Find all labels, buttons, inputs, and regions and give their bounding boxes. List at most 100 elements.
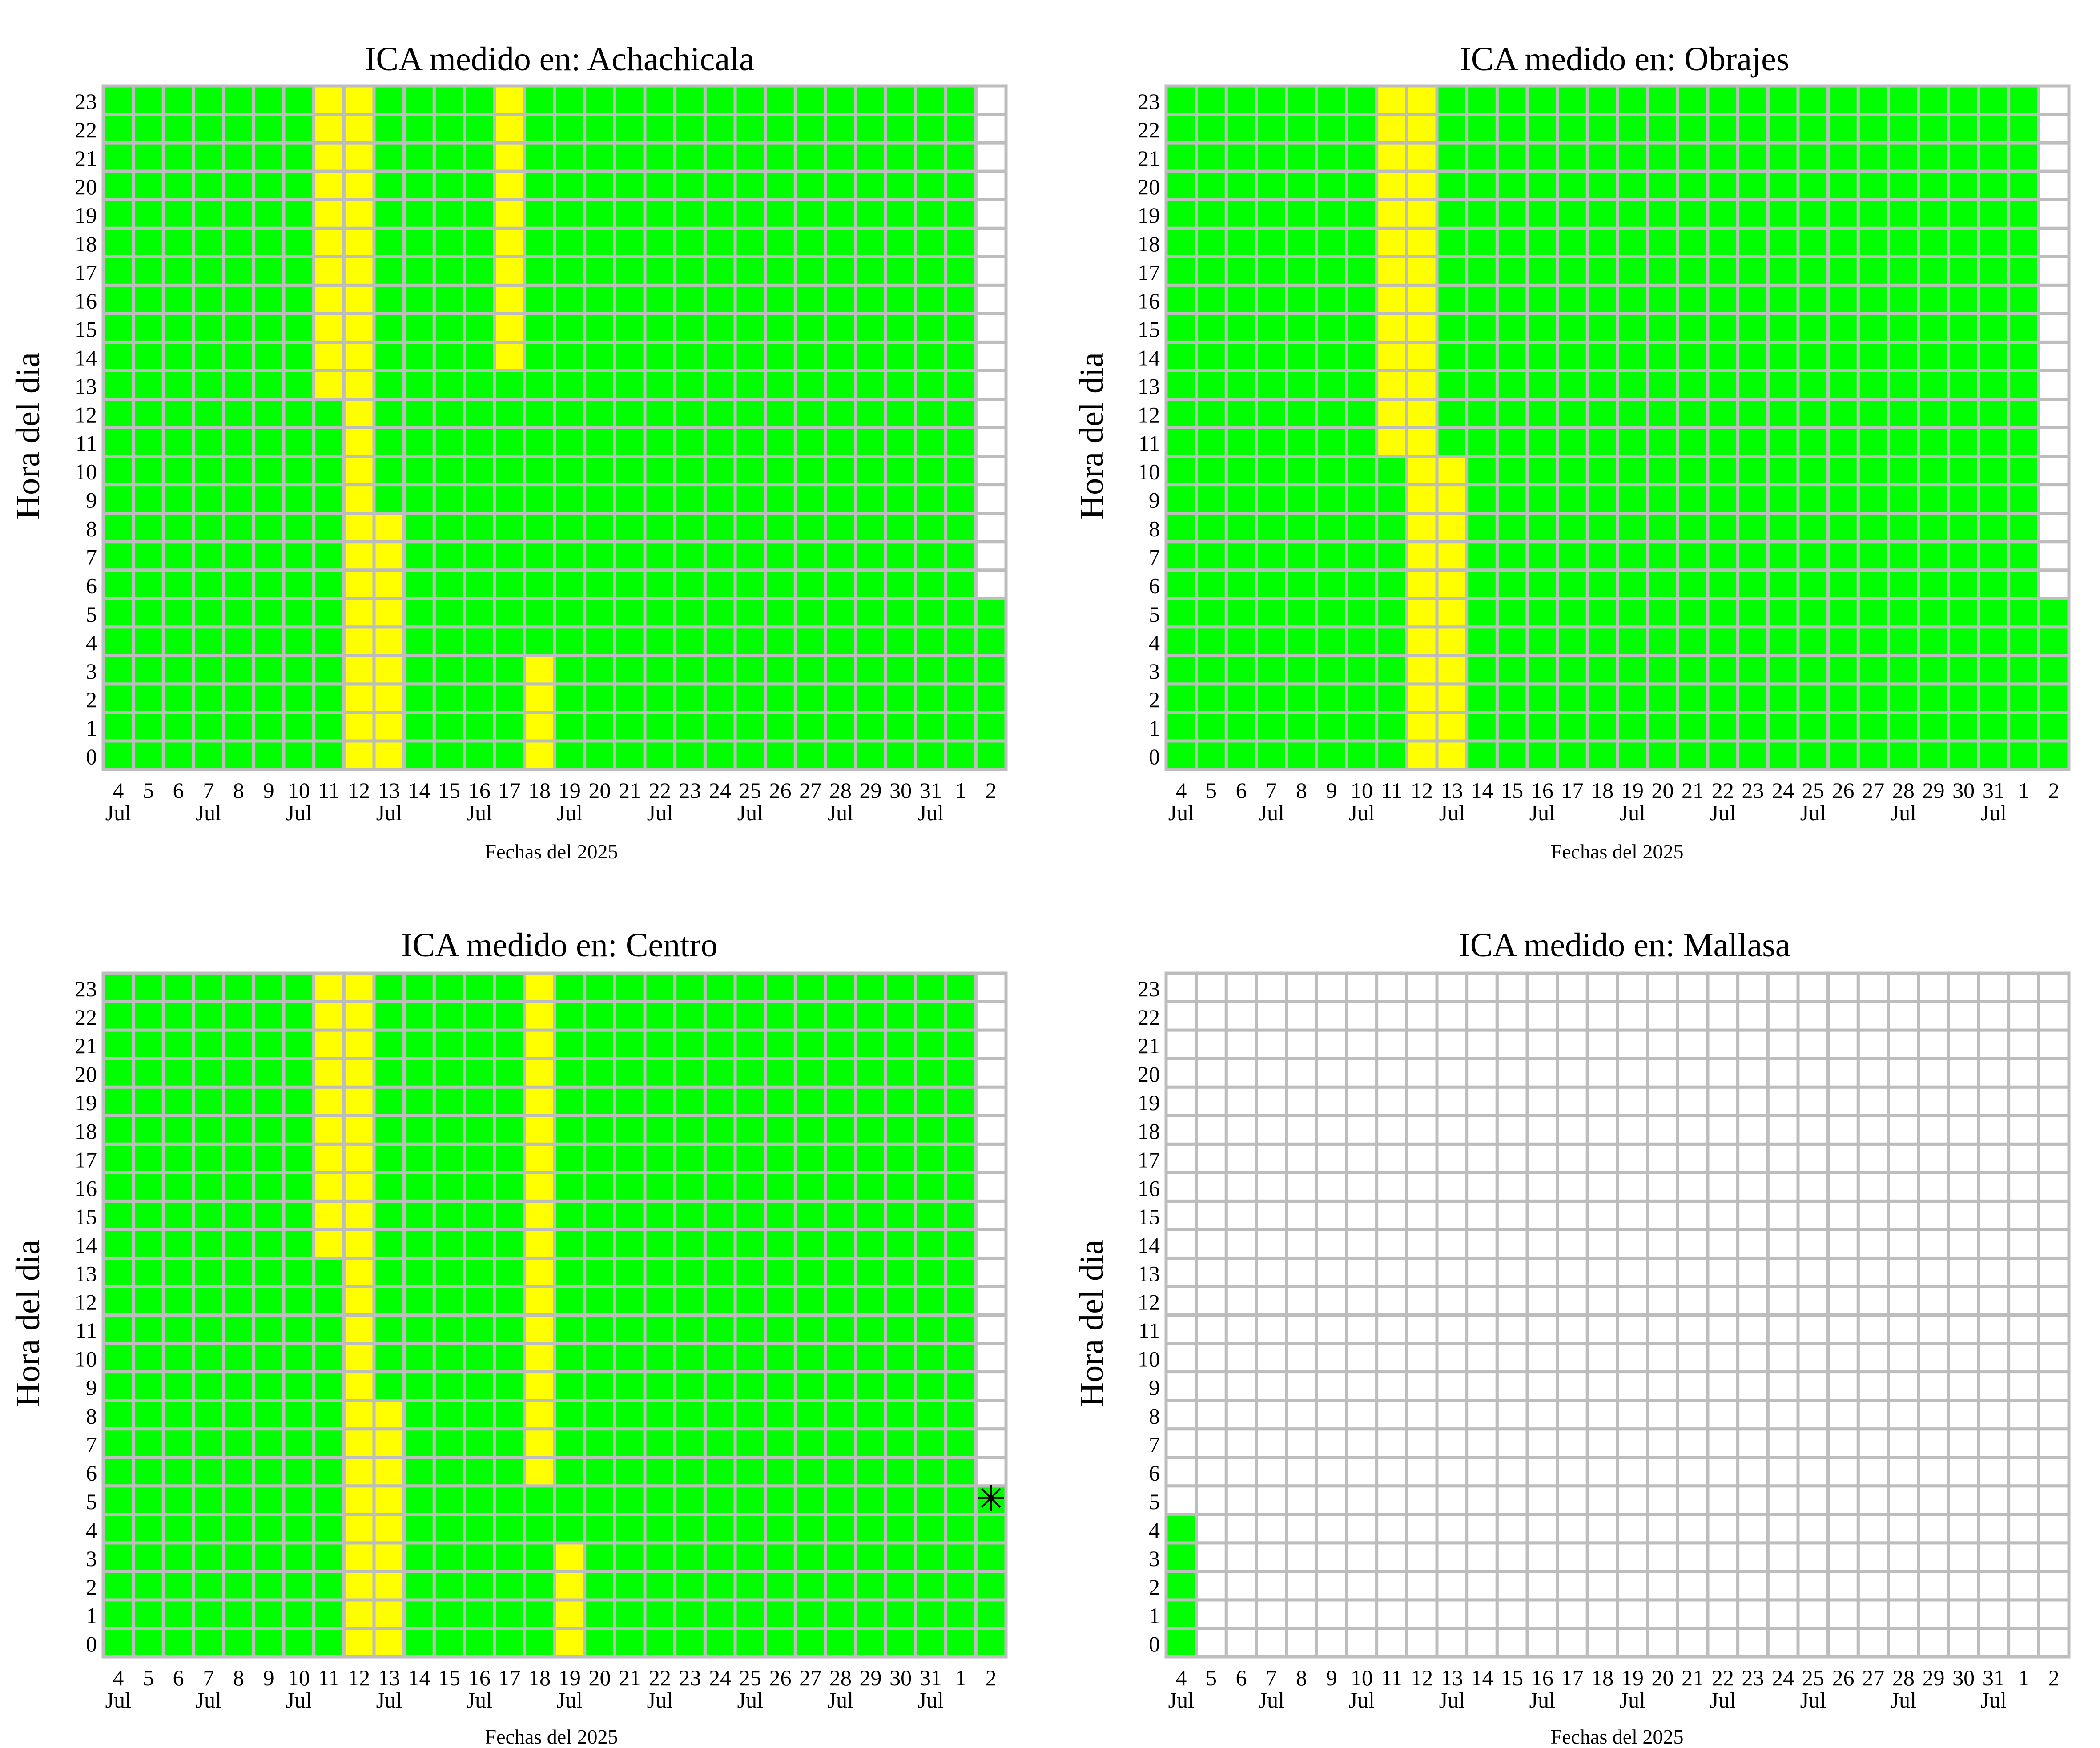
heatmap-cell [884, 198, 917, 230]
x-tick-label: 17 [499, 1665, 521, 1690]
heatmap-cell [1255, 455, 1288, 487]
x-tick-label: 6 [173, 778, 184, 803]
heatmap-cell [1977, 1085, 2011, 1117]
heatmap-cell [101, 739, 135, 771]
heatmap-cell [1736, 1142, 1770, 1174]
heatmap-cell [1947, 1199, 1980, 1231]
heatmap-cell [1977, 1199, 2011, 1231]
heatmap-cell [854, 255, 887, 287]
heatmap-cell [222, 625, 255, 657]
heatmap-cell [342, 971, 376, 1003]
heatmap-cell [2037, 1570, 2071, 1602]
heatmap-cell [703, 1171, 737, 1203]
heatmap-cell [432, 255, 466, 287]
heatmap-cell [854, 483, 887, 515]
heatmap-cell [764, 739, 797, 771]
heatmap-cell [583, 625, 616, 657]
heatmap-cell [161, 426, 195, 458]
heatmap-cell [372, 971, 406, 1003]
heatmap-cell [2037, 84, 2071, 116]
heatmap-cell [1706, 1313, 1740, 1345]
heatmap-cell [1285, 971, 1318, 1003]
heatmap-cell [793, 711, 827, 743]
heatmap-cell [101, 1057, 135, 1089]
heatmap-cell [2037, 1627, 2071, 1659]
heatmap-cell [914, 512, 948, 544]
x-tick-label: 20 [1652, 1665, 1674, 1690]
heatmap-cell [733, 597, 767, 629]
heatmap-cell [1676, 1598, 1710, 1630]
x-tick-label: 7 [1266, 778, 1277, 803]
x-tick-label: 30 [1952, 778, 1975, 803]
heatmap-cell [1706, 1456, 1740, 1488]
heatmap-cell [252, 455, 286, 487]
heatmap-cell [884, 1228, 917, 1260]
heatmap-cell [1917, 1570, 1950, 1602]
heatmap-cell [1706, 198, 1740, 230]
x-tick-label: 9 [1326, 778, 1337, 803]
heatmap-cell [914, 654, 948, 686]
heatmap-cell [854, 568, 887, 600]
heatmap-cell [703, 1285, 737, 1317]
heatmap-cell [132, 1399, 165, 1431]
heatmap-cell [1887, 283, 1920, 315]
heatmap-cell [222, 1484, 255, 1516]
heatmap-cell [1255, 1513, 1288, 1545]
heatmap-cell [1345, 84, 1379, 116]
heatmap-cell [1616, 1000, 1649, 1032]
heatmap-cell [101, 1142, 135, 1174]
heatmap-cell [1495, 113, 1529, 145]
heatmap-cell [1917, 1513, 1950, 1545]
heatmap-cell [432, 141, 466, 173]
heatmap-cell [1766, 1228, 1800, 1260]
heatmap-cell [643, 512, 677, 544]
heatmap-cell [824, 1313, 857, 1345]
heatmap-cell [1556, 682, 1589, 714]
heatmap-cell [1255, 1142, 1288, 1174]
heatmap-cell [1585, 1142, 1619, 1174]
heatmap-cell [1195, 1598, 1228, 1630]
heatmap-cell [613, 255, 647, 287]
heatmap-cell [1676, 1427, 1710, 1459]
heatmap-cell [884, 226, 917, 258]
heatmap-cell [884, 1313, 917, 1345]
heatmap-cell [252, 369, 286, 401]
heatmap-cell [1224, 1000, 1258, 1032]
x-tick-label: 20 [589, 1665, 611, 1690]
heatmap-cell [914, 426, 948, 458]
heatmap-cell [764, 1256, 797, 1288]
heatmap-cell [342, 1171, 376, 1203]
heatmap-cell [583, 1085, 616, 1117]
y-tick-label: 2 [1149, 1575, 1160, 1599]
heatmap-cell [1676, 1484, 1710, 1516]
heatmap-cell [372, 1199, 406, 1231]
heatmap-cell [1525, 682, 1559, 714]
heatmap-cell [1917, 283, 1950, 315]
heatmap-cell [1405, 84, 1439, 116]
heatmap-cell [583, 1598, 616, 1630]
heatmap-cell [432, 1057, 466, 1089]
heatmap-cell [1375, 1228, 1408, 1260]
heatmap-cell [974, 512, 1008, 544]
x-tick-label: 24 [1772, 1665, 1794, 1690]
heatmap-cell [1195, 739, 1228, 771]
heatmap-cell [2037, 1427, 2071, 1459]
heatmap-cell [793, 1627, 827, 1659]
heatmap-cell [1796, 1171, 1830, 1203]
heatmap-cell [432, 1456, 466, 1488]
heatmap-cell [101, 312, 135, 344]
heatmap-cell [1556, 198, 1589, 230]
heatmap-cell [1345, 1313, 1379, 1345]
heatmap-cell [553, 568, 587, 600]
x-tick-label: 23 [679, 1665, 701, 1690]
heatmap-cell [1616, 711, 1649, 743]
heatmap-cell [1405, 312, 1439, 344]
heatmap-cell [1887, 169, 1920, 201]
heatmap-cell [192, 340, 225, 372]
heatmap-cell [884, 1171, 917, 1203]
heatmap-cell [673, 971, 707, 1003]
heatmap-cell [1766, 1399, 1800, 1431]
x-tick-label: 4 [1175, 1665, 1187, 1690]
heatmap-cell [764, 1000, 797, 1032]
heatmap-cell [1164, 625, 1198, 657]
